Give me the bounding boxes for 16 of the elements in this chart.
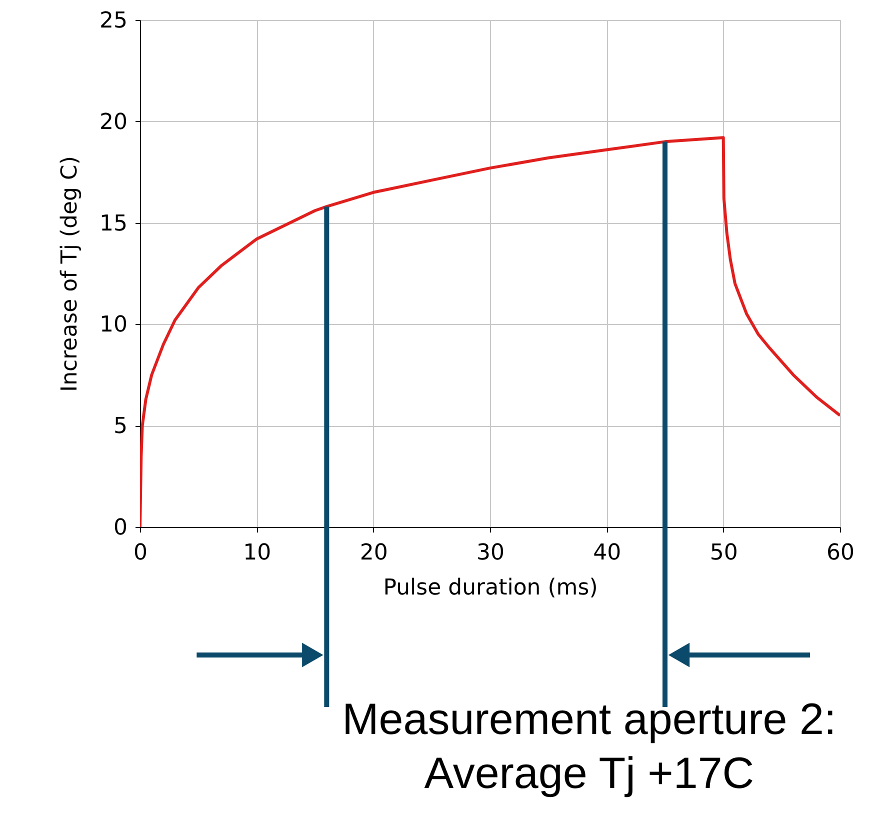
- y-tick-label: 0: [114, 516, 128, 540]
- y-tick-label: 15: [100, 211, 128, 236]
- x-tick-label: 50: [710, 540, 738, 566]
- x-tick-label: 0: [134, 540, 148, 566]
- y-tick-label: 5: [114, 414, 128, 440]
- x-tick-label: 10: [243, 540, 272, 566]
- text: Measurement aperture 2: Average Tj +17C: [342, 695, 836, 798]
- x-tick-label: 60: [826, 540, 854, 566]
- y-tick-label: 10: [100, 312, 128, 338]
- y-axis-title: Increase of Tj (deg C): [58, 156, 83, 392]
- y-tick-label: 20: [100, 110, 128, 135]
- x-tick-label: 30: [476, 540, 504, 566]
- x-tick-label: 20: [360, 540, 388, 566]
- y-tick-label: 25: [100, 8, 128, 34]
- x-axis-title: Pulse duration (ms): [383, 576, 598, 600]
- x-tick-label: 40: [593, 540, 622, 566]
